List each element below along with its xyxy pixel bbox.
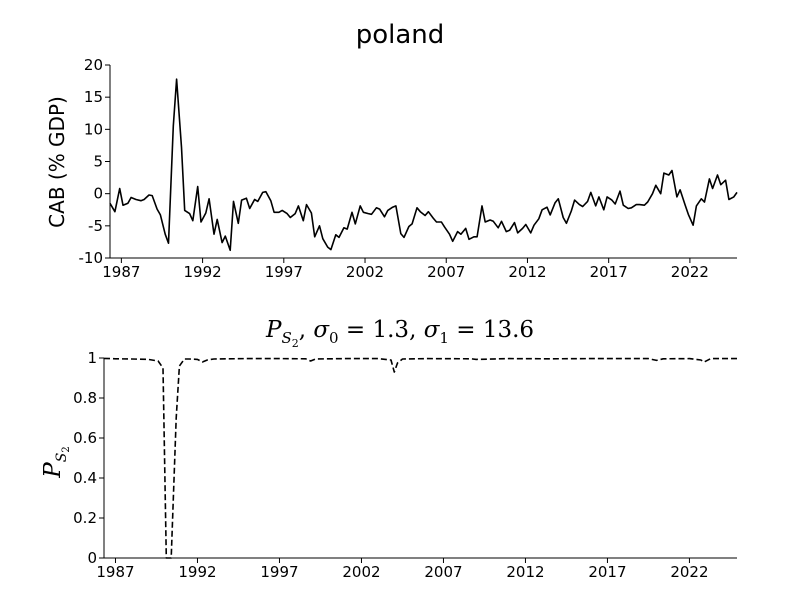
- x-tick-label: 2012: [508, 263, 546, 281]
- ylabel-p-symbol: P: [40, 462, 66, 479]
- x-tick-label: 2017: [590, 263, 628, 281]
- x-tick-label: 2022: [670, 563, 708, 581]
- title-subscript-2: 2: [292, 337, 299, 350]
- series-line: [109, 78, 738, 252]
- ylabel-subscript-s: S: [54, 453, 70, 463]
- x-tick-label: 2002: [346, 263, 384, 281]
- x-tick-label: 2007: [424, 563, 462, 581]
- y-tick-label: 1: [87, 349, 97, 367]
- y-tick-label: -10: [79, 249, 104, 267]
- bottom-chart: PS2, σ0 = 1.3, σ1 = 13.6 PS2 00.20.40.60…: [40, 317, 737, 581]
- series-line: [103, 357, 737, 559]
- chart-title: PS2, σ0 = 1.3, σ1 = 13.6: [265, 317, 534, 350]
- y-tick-label: 15: [84, 88, 103, 106]
- x-tick-label: 1992: [178, 563, 216, 581]
- x-tick-label: 1997: [260, 563, 298, 581]
- ylabel-subscript-2: 2: [61, 446, 72, 452]
- title-subscript-s: S: [281, 329, 291, 347]
- x-tick-label: 2017: [588, 563, 626, 581]
- title-equation: ,: [299, 317, 314, 343]
- y-tick-label: 20: [84, 56, 103, 74]
- y-axis-label: PS2: [40, 446, 72, 478]
- y-tick-label: 0.4: [73, 469, 97, 487]
- top-chart: poland CAB (% GDP) -10 -5 0 5 10 15 20 1987 1992…: [45, 20, 738, 281]
- y-tick-label: -5: [88, 217, 103, 235]
- y-tick-label: 0.2: [73, 509, 97, 527]
- y-tick-label: 5: [93, 153, 103, 171]
- x-tick-label: 2002: [342, 563, 380, 581]
- x-tick-label: 2007: [427, 263, 465, 281]
- title-sigma0-value: = 1.3,: [339, 317, 424, 343]
- x-tick-label: 2012: [506, 563, 544, 581]
- y-tick-label: 0.8: [73, 389, 97, 407]
- y-tick-label: 10: [84, 120, 103, 138]
- chart-title: poland: [356, 20, 445, 50]
- title-sigma1-subscript: 1: [439, 329, 449, 347]
- y-tick-label: 0: [93, 185, 103, 203]
- x-tick-label: 1992: [183, 263, 221, 281]
- title-sigma0-subscript: 0: [329, 329, 339, 347]
- x-tick-label: 2022: [671, 263, 709, 281]
- top-axes: -10 -5 0 5 10 15 20 1987 1992 1997 2002 2007 2012 201…: [79, 56, 737, 281]
- x-tick-label: 1997: [265, 263, 303, 281]
- top-plot-area: [109, 78, 738, 252]
- title-sigma1: σ: [424, 317, 441, 343]
- y-axis-label: CAB (% GDP): [45, 96, 69, 228]
- x-tick-label: 1987: [96, 563, 134, 581]
- title-sigma1-value: = 13.6: [449, 317, 534, 343]
- bottom-plot-area: [103, 357, 737, 559]
- x-tick-label: 1987: [102, 263, 140, 281]
- y-tick-label: 0.6: [73, 429, 97, 447]
- title-p-symbol: P: [265, 317, 282, 343]
- bottom-axes: 0 0.2 0.4 0.6 0.8 1 1987 1992 1997 2002 2007 2012 20…: [73, 349, 737, 581]
- y-tick-label: 0: [87, 549, 97, 567]
- title-sigma0: σ: [313, 317, 330, 343]
